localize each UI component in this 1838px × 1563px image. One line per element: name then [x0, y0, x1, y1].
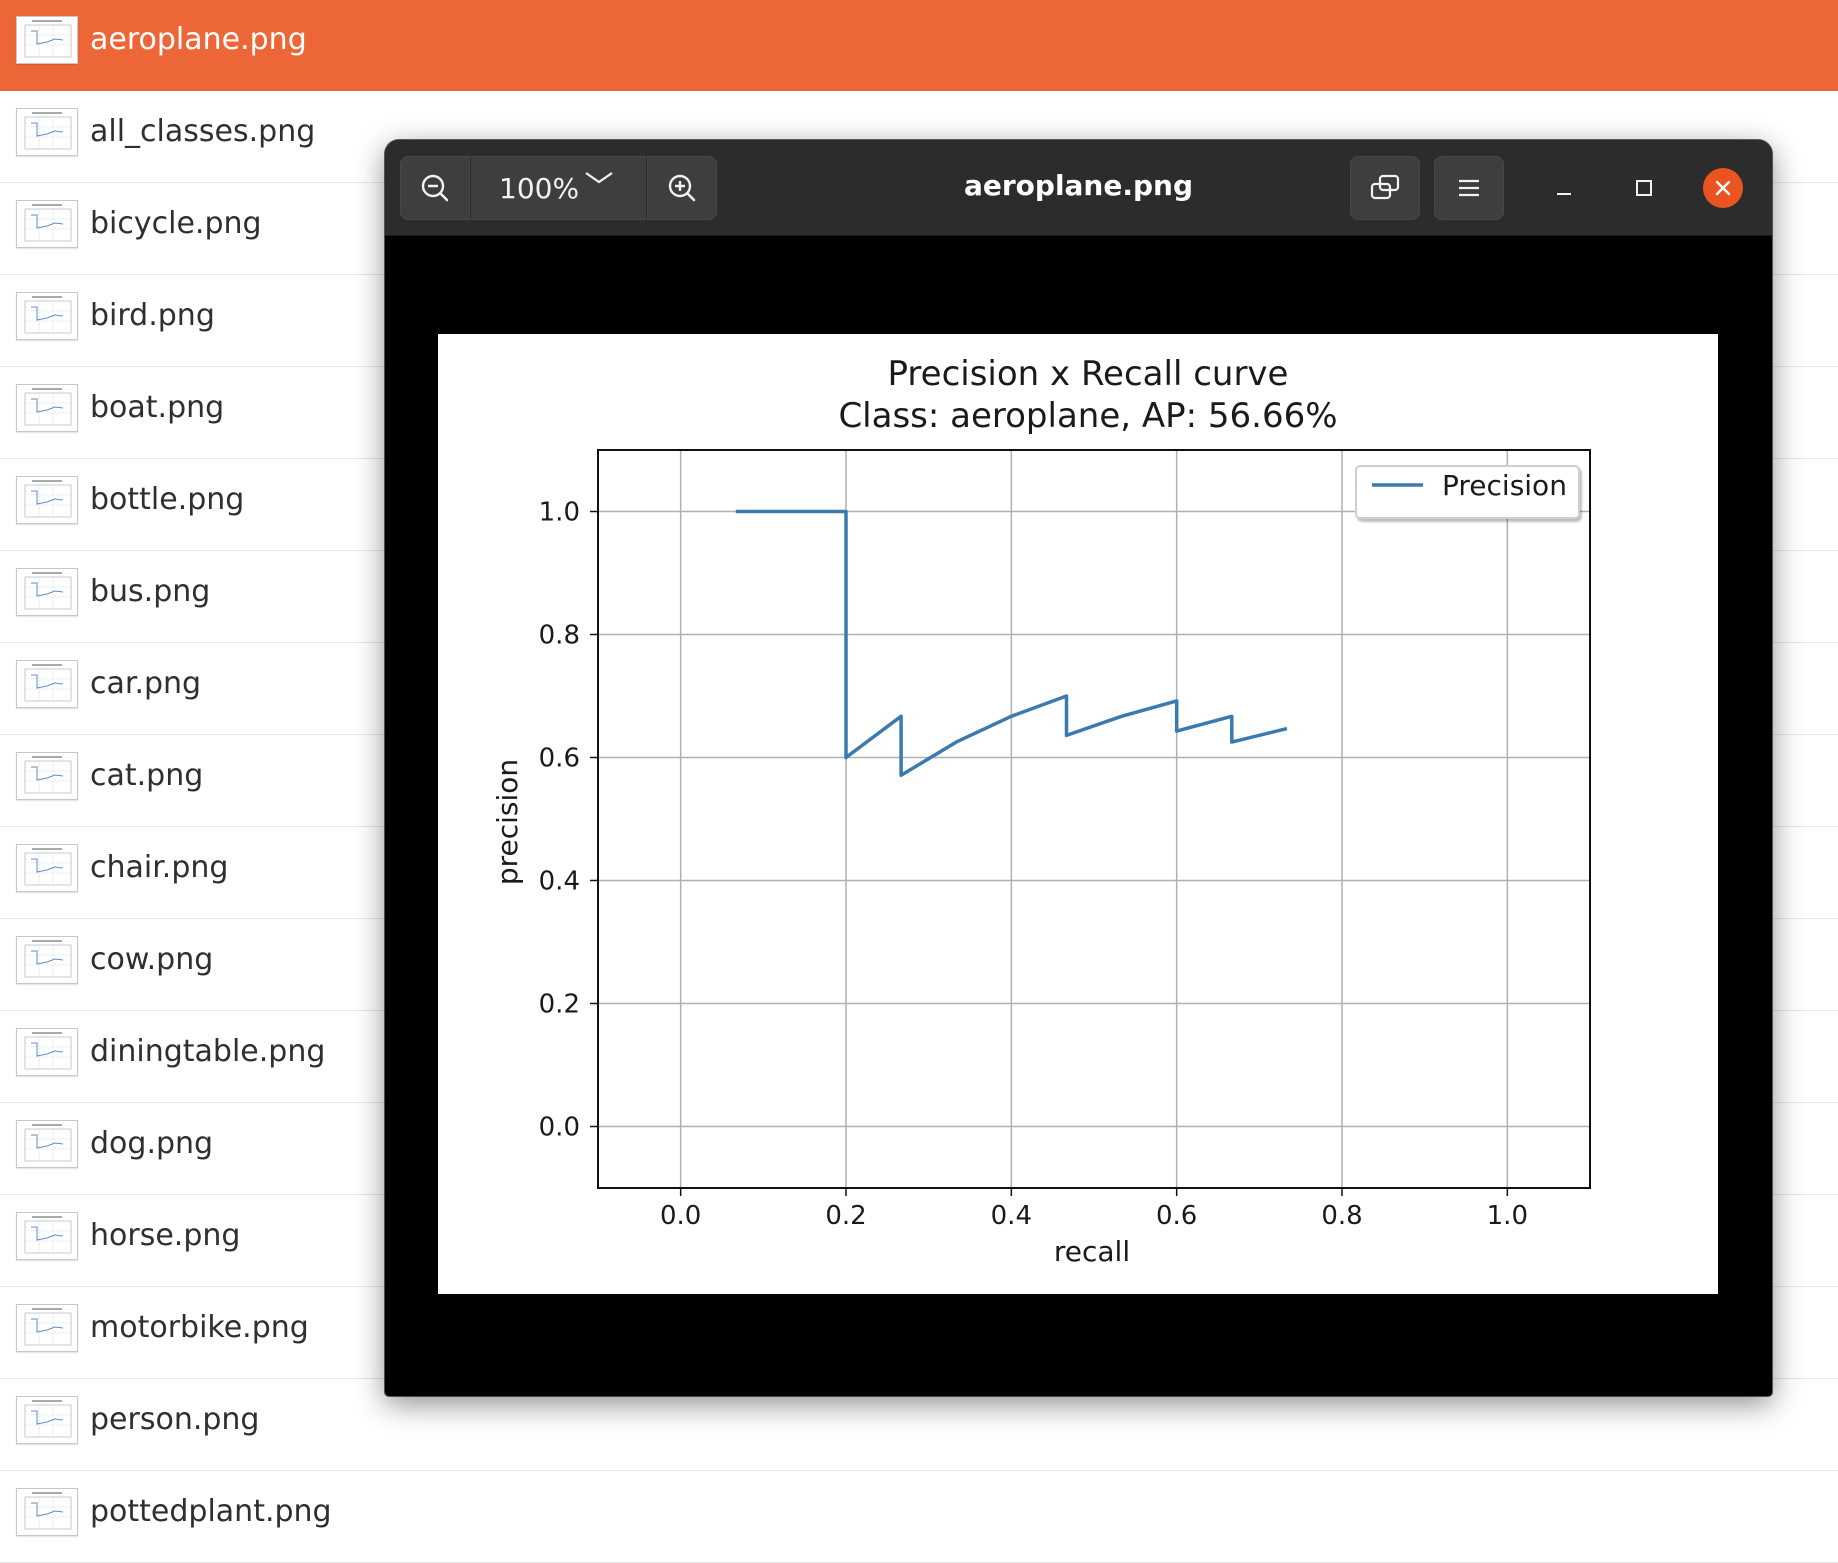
close-icon: [1715, 180, 1731, 196]
zoom-out-button[interactable]: [400, 156, 470, 220]
precision-recall-chart: 0.0 0.2 0.4 0.6 0.8 1.0 0.0 0.2 0.4 0.6 0.8 1.0 Pre…: [491, 354, 1591, 1268]
chart-grid: [598, 450, 1590, 1188]
file-name: person.png: [90, 1402, 260, 1437]
close-button[interactable]: [1703, 168, 1743, 208]
file-name: bird.png: [90, 298, 215, 333]
file-name: bus.png: [90, 574, 211, 609]
chart-series-layer: [735, 509, 1288, 778]
maximize-icon: [1636, 180, 1652, 196]
zoom-in-icon: [668, 174, 696, 202]
zoom-in-button[interactable]: [647, 156, 717, 220]
file-thumbnail: [16, 660, 78, 708]
file-thumbnail: [16, 752, 78, 800]
rotate-button[interactable]: [1350, 156, 1420, 220]
x-tick-label: 0.8: [1321, 1201, 1362, 1231]
chart-title: Precision x Recall curve: [888, 354, 1289, 394]
x-tick-label: 1.0: [1487, 1201, 1528, 1231]
image-viewer-window: 100% aeroplane.png: [385, 140, 1772, 1396]
x-tick-label: 0.4: [991, 1201, 1032, 1231]
file-thumbnail: [16, 936, 78, 984]
zoom-out-icon: [421, 174, 449, 202]
file-thumbnail: [16, 844, 78, 892]
file-name: bottle.png: [90, 482, 245, 517]
chevron-down-icon: [585, 172, 613, 184]
file-name: aeroplane.png: [90, 22, 307, 57]
y-tick-label: 0.0: [539, 1113, 580, 1143]
file-thumbnail: [16, 16, 78, 64]
file-thumbnail: [16, 1488, 78, 1536]
file-thumbnail: [16, 1396, 78, 1444]
chart-ticks: 0.0 0.2 0.4 0.6 0.8 1.0 0.0 0.2 0.4 0.6 0.8 1.0: [539, 498, 1528, 1232]
header-bar: 100% aeroplane.png: [385, 140, 1772, 236]
zoom-level-dropdown[interactable]: 100%: [470, 156, 647, 220]
minimize-button[interactable]: [1544, 168, 1584, 208]
chart-legend: Precision: [1355, 465, 1580, 519]
file-thumbnail: [16, 1028, 78, 1076]
file-thumbnail: [16, 292, 78, 340]
x-axis-label: recall: [1054, 1235, 1130, 1268]
file-name: chair.png: [90, 850, 229, 885]
menu-button[interactable]: [1434, 156, 1504, 220]
file-thumbnail: [16, 568, 78, 616]
y-tick-label: 0.2: [539, 990, 580, 1020]
file-name: all_classes.png: [90, 114, 316, 149]
file-name: pottedplant.png: [90, 1494, 332, 1529]
file-thumbnail: [16, 1212, 78, 1260]
x-tick-label: 0.2: [825, 1201, 866, 1231]
plot-frame: [597, 449, 1591, 1189]
y-axis-label: precision: [491, 759, 524, 885]
x-tick-label: 0.6: [1156, 1201, 1197, 1231]
file-name: boat.png: [90, 390, 225, 425]
x-tick-label: 0.0: [660, 1201, 701, 1231]
legend-label: Precision: [1442, 469, 1567, 502]
legend-box: [1355, 465, 1580, 519]
rotate-icon: [1370, 174, 1400, 200]
minimize-icon: [1557, 193, 1571, 195]
hamburger-menu-icon: [1459, 179, 1479, 197]
file-name: car.png: [90, 666, 202, 701]
file-list-item[interactable]: pottedplant.png: [0, 1472, 1838, 1563]
file-thumbnail: [16, 1120, 78, 1168]
file-name: cat.png: [90, 758, 204, 793]
series-line-precision: [735, 509, 1288, 778]
chart-subtitle: Class: aeroplane, AP: 56.66%: [838, 396, 1337, 436]
y-tick-label: 1.0: [539, 498, 580, 528]
y-tick-label: 0.8: [539, 621, 580, 651]
file-thumbnail: [16, 384, 78, 432]
file-list-item[interactable]: aeroplane.png: [0, 0, 1838, 91]
image-canvas: 0.0 0.2 0.4 0.6 0.8 1.0 0.0 0.2 0.4 0.6 0.8 1.0 Pre…: [438, 334, 1718, 1294]
zoom-level-text: 100%: [499, 172, 580, 205]
file-name: dog.png: [90, 1126, 214, 1161]
file-name: cow.png: [90, 942, 214, 977]
file-name: motorbike.png: [90, 1310, 309, 1345]
file-name: bicycle.png: [90, 206, 262, 241]
maximize-button[interactable]: [1624, 168, 1664, 208]
file-name: horse.png: [90, 1218, 241, 1253]
file-thumbnail: [16, 108, 78, 156]
y-tick-label: 0.4: [539, 867, 580, 897]
file-name: diningtable.png: [90, 1034, 326, 1069]
file-thumbnail: [16, 476, 78, 524]
file-thumbnail: [16, 200, 78, 248]
file-thumbnail: [16, 1304, 78, 1352]
y-tick-label: 0.6: [539, 744, 580, 774]
